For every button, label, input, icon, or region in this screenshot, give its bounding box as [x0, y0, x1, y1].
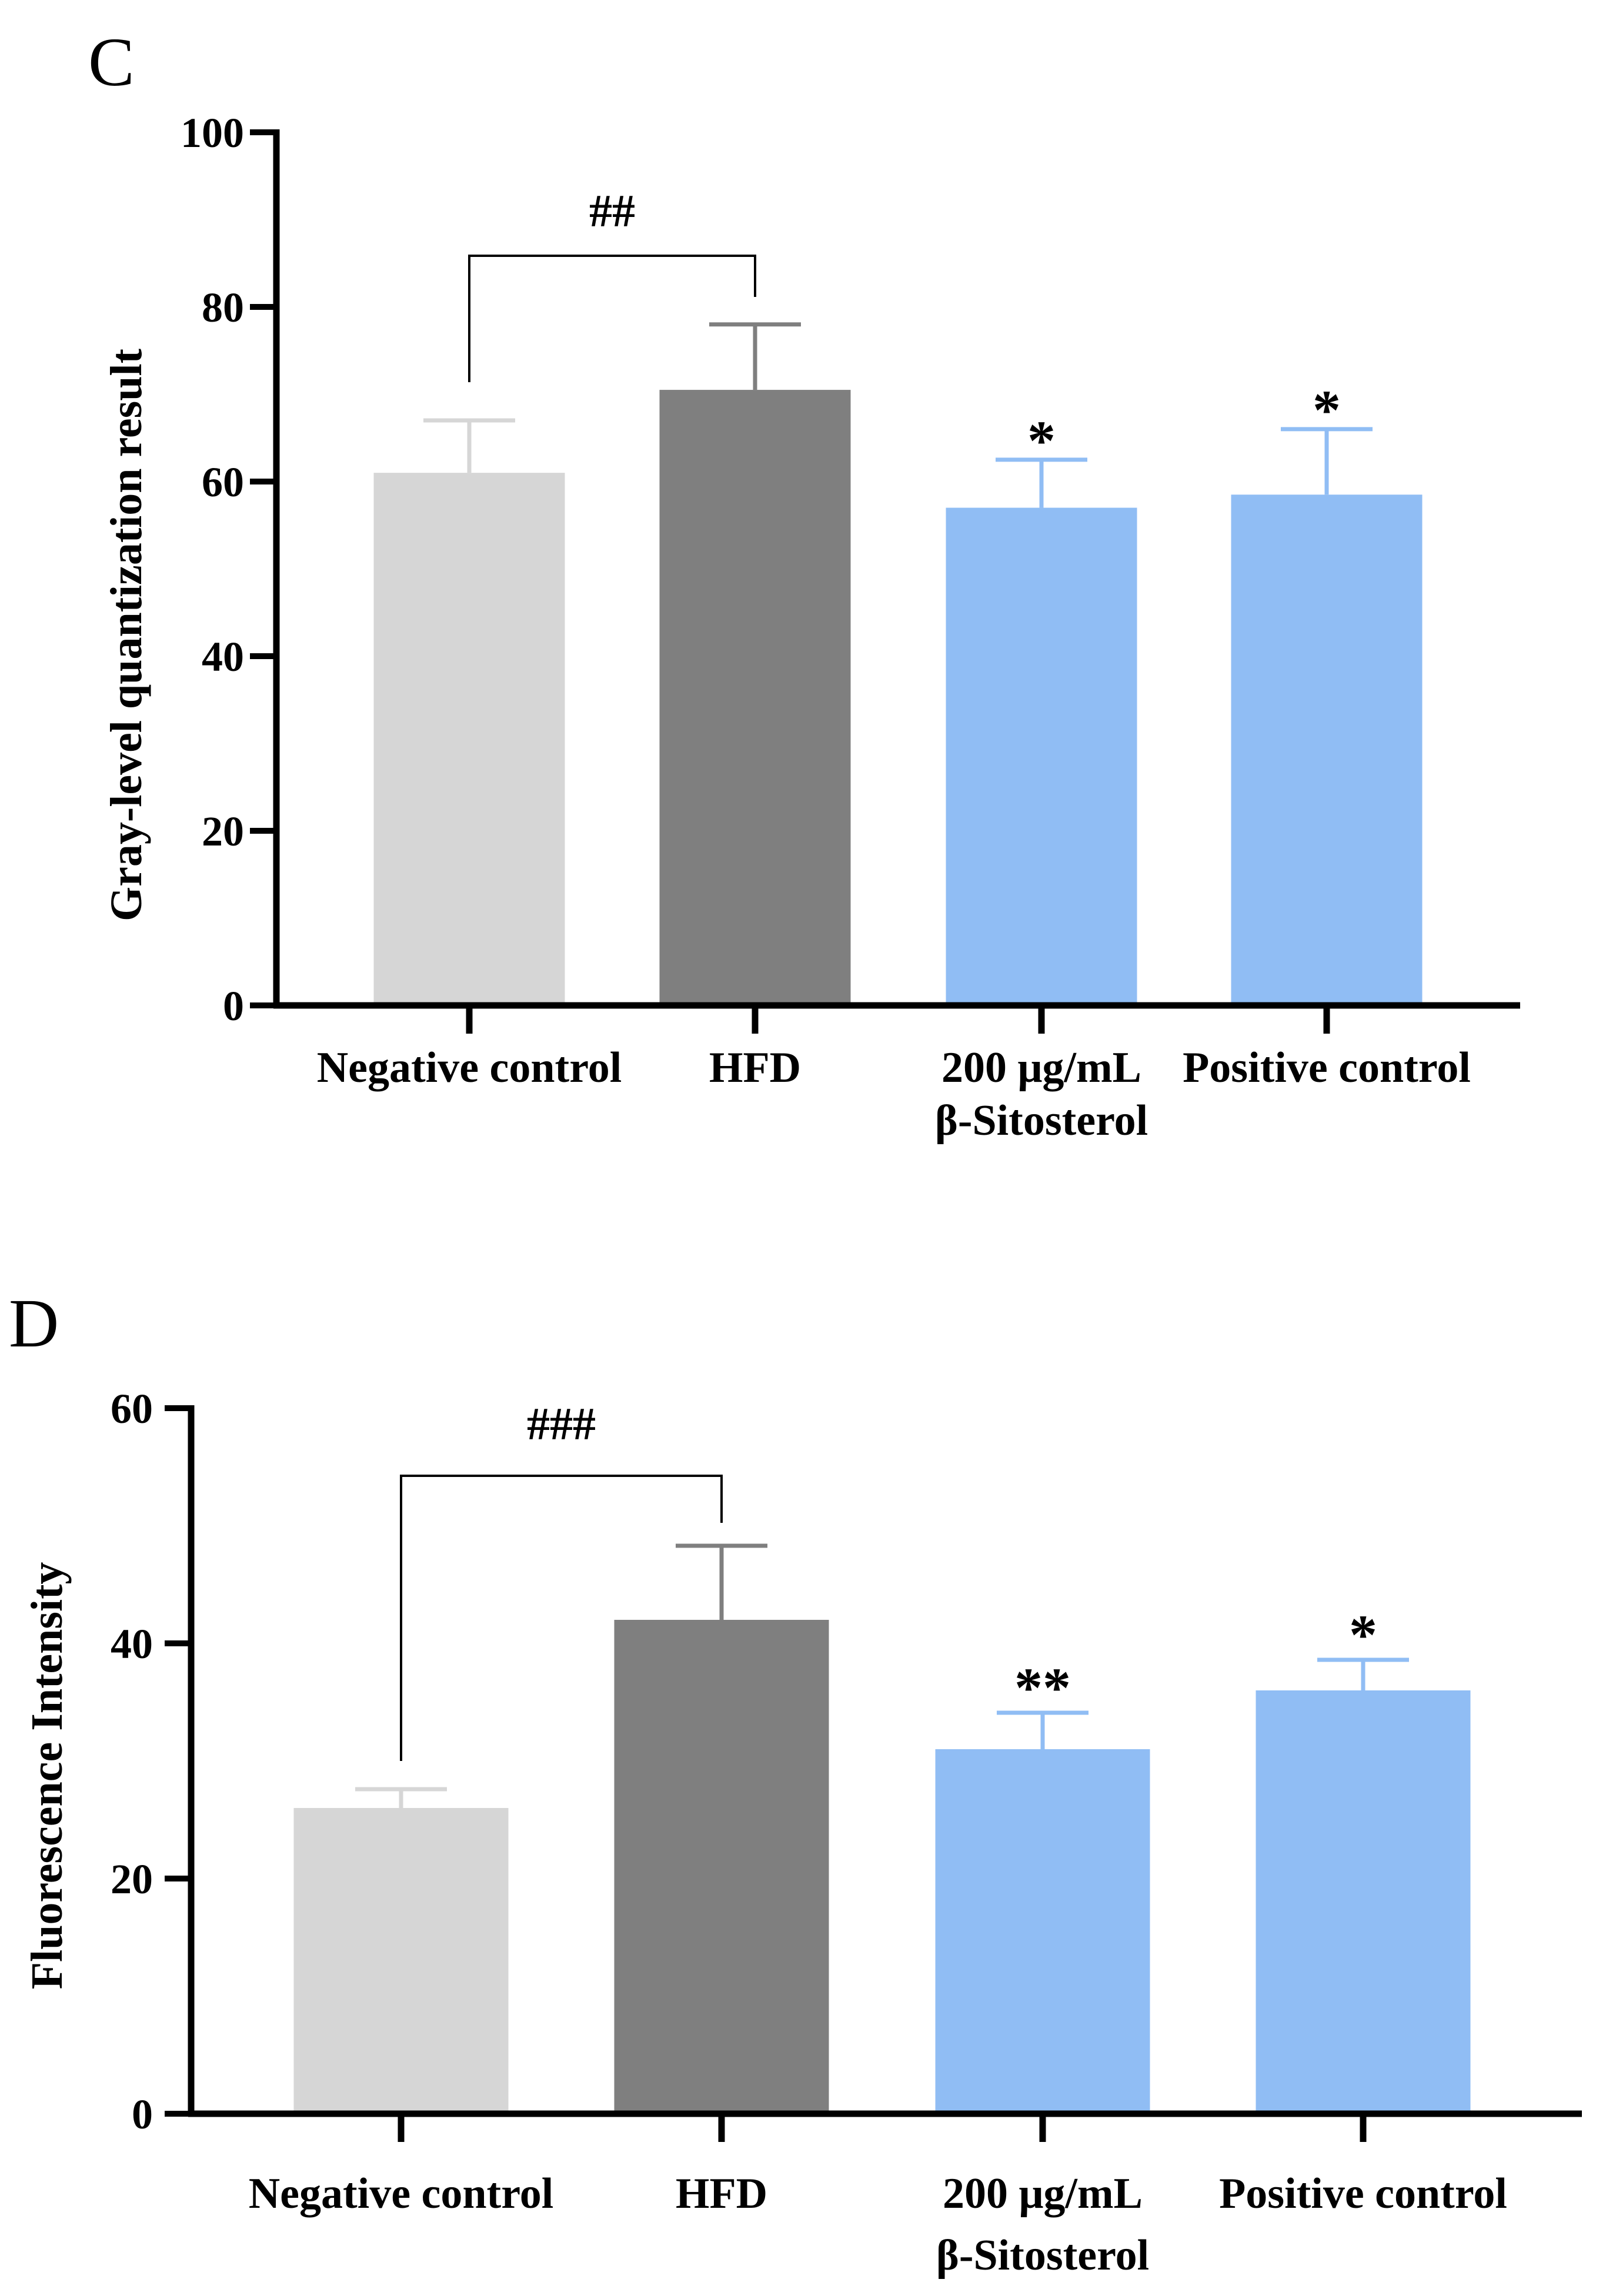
panel-d-bracket-label: ### [527, 1398, 596, 1449]
panel-c-bar-2 [659, 390, 851, 1006]
panel-c-comparison-bracket [468, 255, 756, 382]
panel-d-category-label-line2: β-Sitosterol [936, 2231, 1149, 2280]
panel-d-categories: Negative control HFD 200 μg/mL β-Sitosterol… [249, 2170, 1507, 2280]
panel-d-y-axis-label: Fluorescence Intensity [22, 1562, 72, 1990]
panel-d-y-tick-label: 40 [111, 1620, 153, 1667]
panel-c-categories: Negative control HFD 200 μg/mL β-Sitosterol… [317, 1044, 1471, 1145]
panel-d-comparison-bracket [400, 1475, 723, 1761]
panel-d: D Fluorescence Intensity 0 20 40 60 Negativ… [9, 1285, 1582, 2280]
panel-d-bar-3 [935, 1749, 1150, 2114]
panel-d-y-tick-label: 0 [132, 2091, 153, 2138]
panel-c-bars [373, 322, 1423, 1006]
panel-c-bar-4 [1231, 494, 1423, 1005]
panel-c-category-label: 200 μg/mL [941, 1044, 1141, 1092]
panel-d-letter: D [9, 1285, 59, 1362]
panel-c-letter: C [88, 24, 135, 101]
panel-d-bars [293, 1543, 1471, 2114]
panel-d-significance-4: * [1349, 1603, 1377, 1666]
panel-c-y-tick-label: 100 [181, 109, 244, 156]
panel-c-category-label: Negative control [317, 1044, 622, 1092]
panel-c-significance-4: * [1313, 379, 1341, 442]
panel-c-bracket-label: ## [589, 185, 635, 236]
panel-c-significance-3: * [1027, 409, 1056, 472]
panel-c-category-label: HFD [709, 1044, 801, 1092]
panel-c-category-label-line2: β-Sitosterol [935, 1097, 1148, 1145]
panel-c-axes [273, 129, 1520, 1009]
panel-c-y-tick-label: 20 [202, 808, 244, 855]
panel-c: C Gray-level quantization result 0 20 40 60… [88, 24, 1520, 1145]
panel-d-category-label: HFD [676, 2170, 767, 2218]
panel-c-y-tick-label: 0 [223, 982, 244, 1030]
panel-d-bar-4 [1256, 1690, 1471, 2114]
panel-d-bar-1 [293, 1808, 509, 2114]
panel-d-y-tick-label: 20 [111, 1856, 153, 1903]
panel-c-ticks: 0 20 40 60 80 100 [181, 109, 1330, 1034]
panel-d-category-label: Negative control [249, 2170, 554, 2218]
panel-d-axes [188, 1405, 1582, 2117]
panel-d-category-label: Positive control [1219, 2170, 1507, 2218]
panel-d-ticks: 0 20 40 60 [111, 1385, 1367, 2142]
panel-c-y-tick-label: 40 [202, 633, 244, 680]
panel-c-category-label: Positive control [1183, 1044, 1471, 1092]
panel-c-y-tick-label: 80 [202, 284, 244, 331]
panel-c-y-axis-label: Gray-level quantization result [102, 349, 151, 921]
panel-d-significance-3: ** [1014, 1656, 1071, 1719]
panel-c-annotations: * * ## [468, 185, 1341, 472]
panel-d-category-label: 200 μg/mL [943, 2170, 1143, 2218]
panel-d-annotations: ***### [400, 1398, 1377, 1761]
panel-c-y-tick-label: 60 [202, 459, 244, 506]
panel-c-bar-1 [373, 473, 565, 1005]
panel-c-bar-3 [946, 507, 1137, 1005]
panel-d-bar-2 [614, 1620, 829, 2114]
panel-d-y-tick-label: 60 [111, 1385, 153, 1432]
